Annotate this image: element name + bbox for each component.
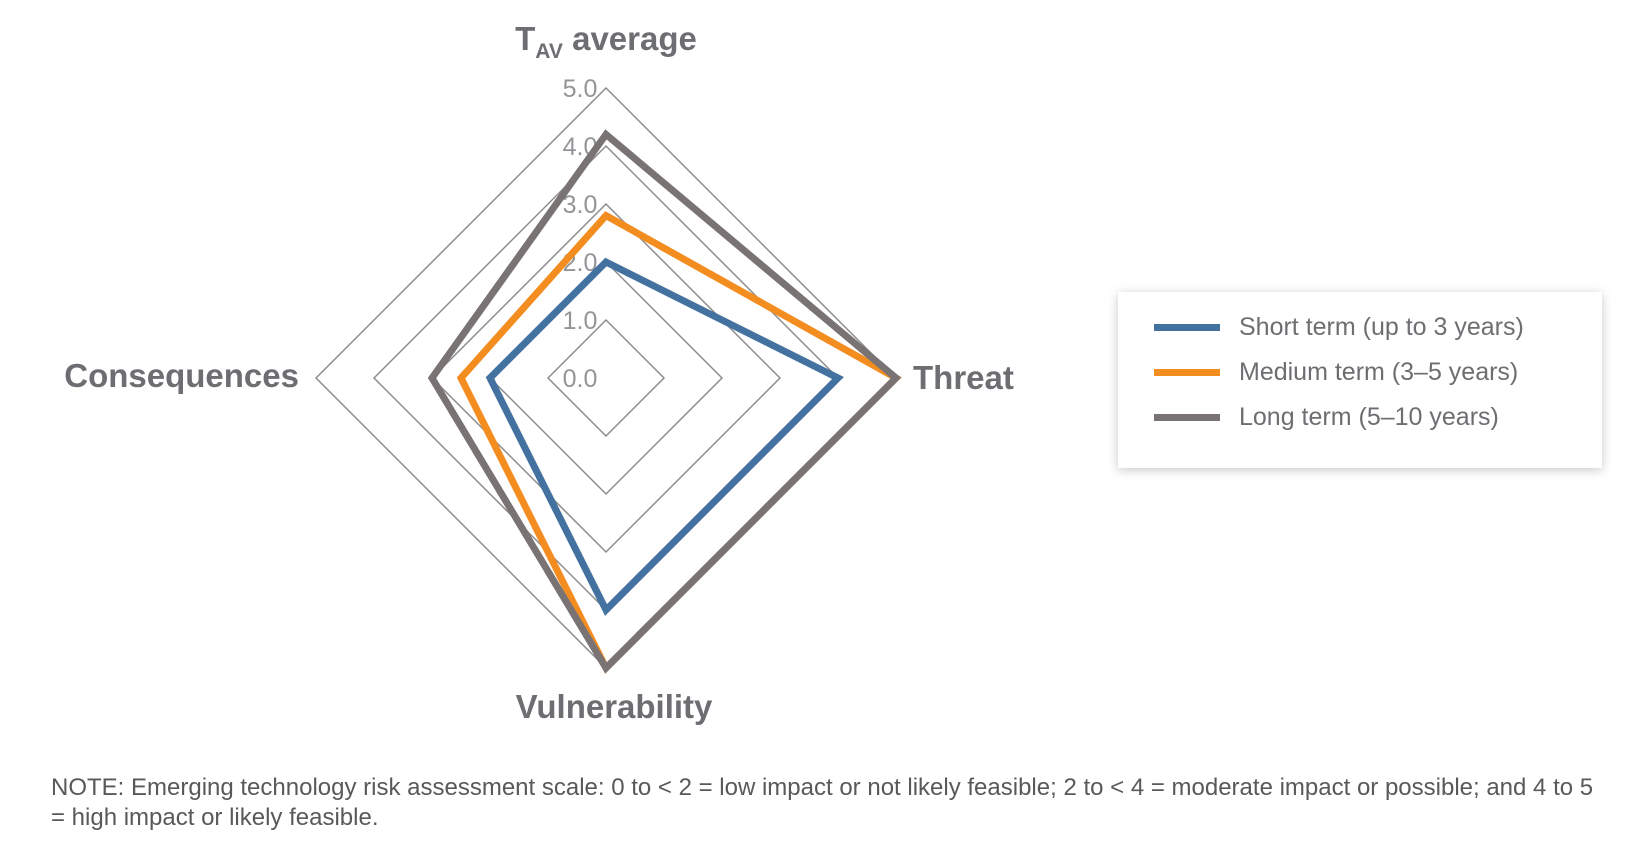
grid-ring-1.0 [546,318,666,438]
axis-label-tav: TAV average [515,20,697,63]
grid-ring-3.0 [430,202,782,554]
tick-label: 0.0 [563,365,598,393]
footnote: NOTE: Emerging technology risk assessmen… [51,774,1594,831]
legend-item-medium-term: Medium term (3–5 years) [1154,357,1518,387]
radar-grid [314,86,898,670]
legend-item-long-term: Long term (5–10 years) [1154,402,1499,432]
tick-label: 5.0 [563,75,598,103]
axis-label-consequences: Consequences [64,357,299,394]
grid-ring-5.0 [314,86,898,670]
axis-label-vulnerability: Vulnerability [516,688,713,725]
axis-label-tav-sub: AV [535,40,563,63]
radar-axis-labels: TAV average Threat Vulnerability Consequ… [64,20,1014,725]
grid-ring-2.0 [488,260,724,496]
legend-label-medium-term: Medium term (3–5 years) [1239,357,1519,386]
series-line-2 [427,129,902,674]
legend-swatch-short-term [1154,323,1220,331]
axis-label-threat: Threat [913,359,1014,396]
legend-swatch-medium-term [1154,368,1220,376]
legend-label-short-term: Short term (up to 3 years) [1239,312,1524,341]
tick-label: 1.0 [563,307,598,335]
legend: Short term (up to 3 years) Medium term (… [1118,292,1602,468]
tick-label: 3.0 [563,191,598,219]
axis-label-tav-rest: average [563,20,697,57]
axis-label-tav-main: T [515,20,535,57]
legend-label-long-term: Long term (5–10 years) [1239,402,1499,431]
radar-series [427,129,902,674]
series-line-0 [485,257,844,616]
legend-item-short-term: Short term (up to 3 years) [1154,312,1524,342]
legend-swatch-long-term [1154,413,1220,421]
